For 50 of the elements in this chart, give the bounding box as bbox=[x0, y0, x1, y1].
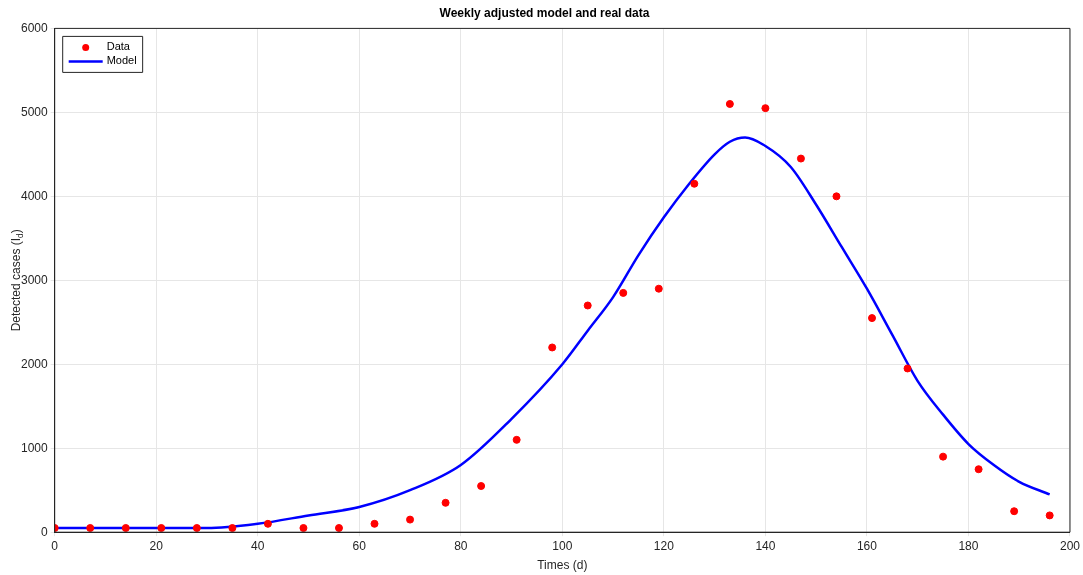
point bbox=[939, 452, 948, 461]
y-tick-label: 2000 bbox=[20, 356, 49, 371]
point bbox=[228, 524, 237, 532]
point bbox=[406, 515, 415, 524]
point bbox=[832, 192, 841, 201]
point bbox=[477, 482, 486, 491]
point bbox=[86, 524, 95, 532]
point bbox=[441, 498, 450, 507]
point bbox=[299, 524, 308, 532]
point bbox=[1045, 511, 1054, 520]
x-tick-label: 100 bbox=[552, 538, 573, 553]
legend-label: Data bbox=[106, 40, 131, 53]
point bbox=[690, 179, 699, 188]
point bbox=[761, 104, 770, 113]
chart-title: Weekly adjusted model and real data bbox=[439, 5, 650, 20]
y-tick-label: 0 bbox=[41, 524, 49, 539]
x-tick-label: 140 bbox=[755, 538, 776, 553]
y-tick-label: 6000 bbox=[20, 20, 49, 35]
x-tick-label: 60 bbox=[352, 538, 367, 553]
point bbox=[619, 288, 628, 297]
x-tick-label: 120 bbox=[653, 538, 675, 553]
point bbox=[192, 524, 201, 532]
point bbox=[725, 99, 734, 108]
x-tick-label: 20 bbox=[149, 538, 164, 553]
x-tick-label: 0 bbox=[51, 538, 59, 553]
point bbox=[334, 524, 343, 532]
legend-label: Model bbox=[106, 54, 137, 67]
x-tick-label: 200 bbox=[1059, 538, 1081, 553]
point bbox=[1010, 507, 1019, 516]
point bbox=[654, 284, 663, 293]
point bbox=[796, 154, 805, 163]
point bbox=[974, 465, 983, 474]
point bbox=[583, 301, 592, 310]
x-axis-title: Times (d) bbox=[537, 558, 588, 573]
point bbox=[512, 435, 521, 444]
point bbox=[157, 524, 166, 532]
point bbox=[263, 519, 272, 528]
x-tick-label: 160 bbox=[856, 538, 878, 553]
y-tick-label: 5000 bbox=[20, 104, 49, 119]
point bbox=[548, 343, 557, 352]
x-tick-label: 180 bbox=[958, 538, 979, 553]
x-tick-label: 40 bbox=[251, 538, 265, 553]
point bbox=[121, 524, 130, 532]
point bbox=[868, 314, 877, 323]
y-tick-label: 4000 bbox=[20, 188, 49, 203]
y-tick-label: 3000 bbox=[20, 272, 49, 287]
point bbox=[903, 364, 912, 373]
y-tick-label: 1000 bbox=[20, 440, 49, 455]
x-tick-label: 80 bbox=[454, 538, 468, 553]
point bbox=[370, 519, 379, 528]
